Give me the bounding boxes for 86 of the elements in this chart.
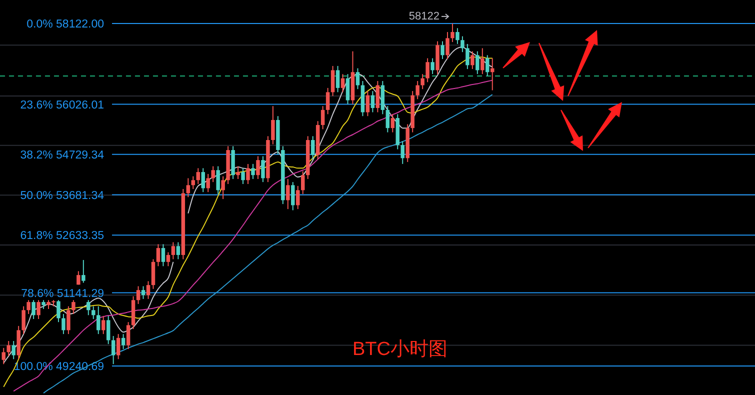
ref-line-label: 78.6% 51141.29 xyxy=(21,288,104,300)
candlestick xyxy=(186,178,190,198)
candlestick xyxy=(236,166,240,180)
candlestick xyxy=(480,48,484,75)
candlestick xyxy=(356,68,360,90)
candlestick xyxy=(22,306,26,335)
candlestick xyxy=(400,140,404,164)
candlestick xyxy=(246,163,250,184)
candlestick xyxy=(66,306,70,335)
candlestick xyxy=(486,54,490,76)
candlestick xyxy=(6,340,10,357)
candlestick xyxy=(336,65,340,93)
candlestick xyxy=(26,300,30,314)
candlestick xyxy=(416,80,420,100)
candlestick xyxy=(291,182,295,211)
candlestick xyxy=(166,252,170,267)
candlestick xyxy=(251,163,255,180)
candlestick xyxy=(366,90,370,117)
candlestick xyxy=(136,286,140,304)
candlestick xyxy=(300,170,305,195)
candlestick xyxy=(420,74,424,90)
candlestick xyxy=(111,335,116,365)
candlestick xyxy=(221,176,225,200)
candlestick xyxy=(390,114,395,133)
candlestick xyxy=(386,106,390,133)
candlestick xyxy=(216,166,220,195)
ref-line-label: 38.2% 54729.34 xyxy=(20,149,105,162)
candlestick xyxy=(12,340,16,360)
candlestick xyxy=(196,168,200,184)
candlestick xyxy=(271,106,275,145)
candlestick xyxy=(440,40,444,60)
candlestick xyxy=(320,106,325,130)
candlestick xyxy=(446,32,450,60)
candlestick xyxy=(62,313,66,335)
candlestick xyxy=(156,244,160,267)
candlestick xyxy=(460,36,464,53)
ref-line-label: 0.0% 58122.00 xyxy=(26,18,104,30)
candlestick xyxy=(171,242,176,260)
ref-line-label: 61.8% 52633.35 xyxy=(20,230,104,242)
candlestick xyxy=(340,74,345,93)
ref-line-label: 50.0% 53681.34 xyxy=(20,190,105,202)
ref-line-label: 23.6% 56026.01 xyxy=(20,99,104,112)
candlestick xyxy=(106,315,110,345)
candlestick xyxy=(76,270,80,286)
candlestick xyxy=(286,178,290,210)
candlestick xyxy=(241,168,245,184)
candlestick xyxy=(82,259,86,284)
candlestick xyxy=(116,334,120,360)
candlestick xyxy=(470,50,474,70)
candlestick xyxy=(96,306,100,335)
candlestick xyxy=(2,347,6,365)
candlestick xyxy=(176,242,180,260)
candlestick xyxy=(476,50,480,75)
candlestick xyxy=(370,90,375,113)
candlestick xyxy=(326,87,330,115)
candlestick xyxy=(376,80,380,113)
candlestick xyxy=(126,322,130,350)
candlestick xyxy=(310,136,315,160)
candlestick xyxy=(490,58,494,91)
candlestick xyxy=(430,58,434,75)
candlestick xyxy=(101,315,106,335)
candlestick xyxy=(146,280,150,300)
candlestick xyxy=(161,244,166,267)
candlestick xyxy=(256,156,260,180)
candlestick xyxy=(191,176,196,190)
candlestick xyxy=(206,173,210,193)
candlestick xyxy=(346,74,350,105)
candlestick xyxy=(330,65,335,97)
candlestick xyxy=(141,286,146,300)
candlestick xyxy=(456,28,460,44)
candlestick xyxy=(466,43,470,70)
candlestick xyxy=(32,300,36,320)
candlestick xyxy=(201,168,205,193)
annotation: 58122 xyxy=(408,10,440,22)
candlestick xyxy=(296,185,300,210)
candlestick xyxy=(261,156,265,183)
candlestick xyxy=(426,58,430,83)
candlestick xyxy=(211,166,215,183)
candlestick xyxy=(36,300,40,320)
candlestick xyxy=(86,300,90,316)
annotation: BTC小时图 xyxy=(352,339,448,360)
candlestick xyxy=(450,22,454,43)
candlestick xyxy=(92,306,96,320)
candlestick xyxy=(72,300,76,314)
candlestick xyxy=(56,300,60,323)
candlestick xyxy=(151,258,156,290)
